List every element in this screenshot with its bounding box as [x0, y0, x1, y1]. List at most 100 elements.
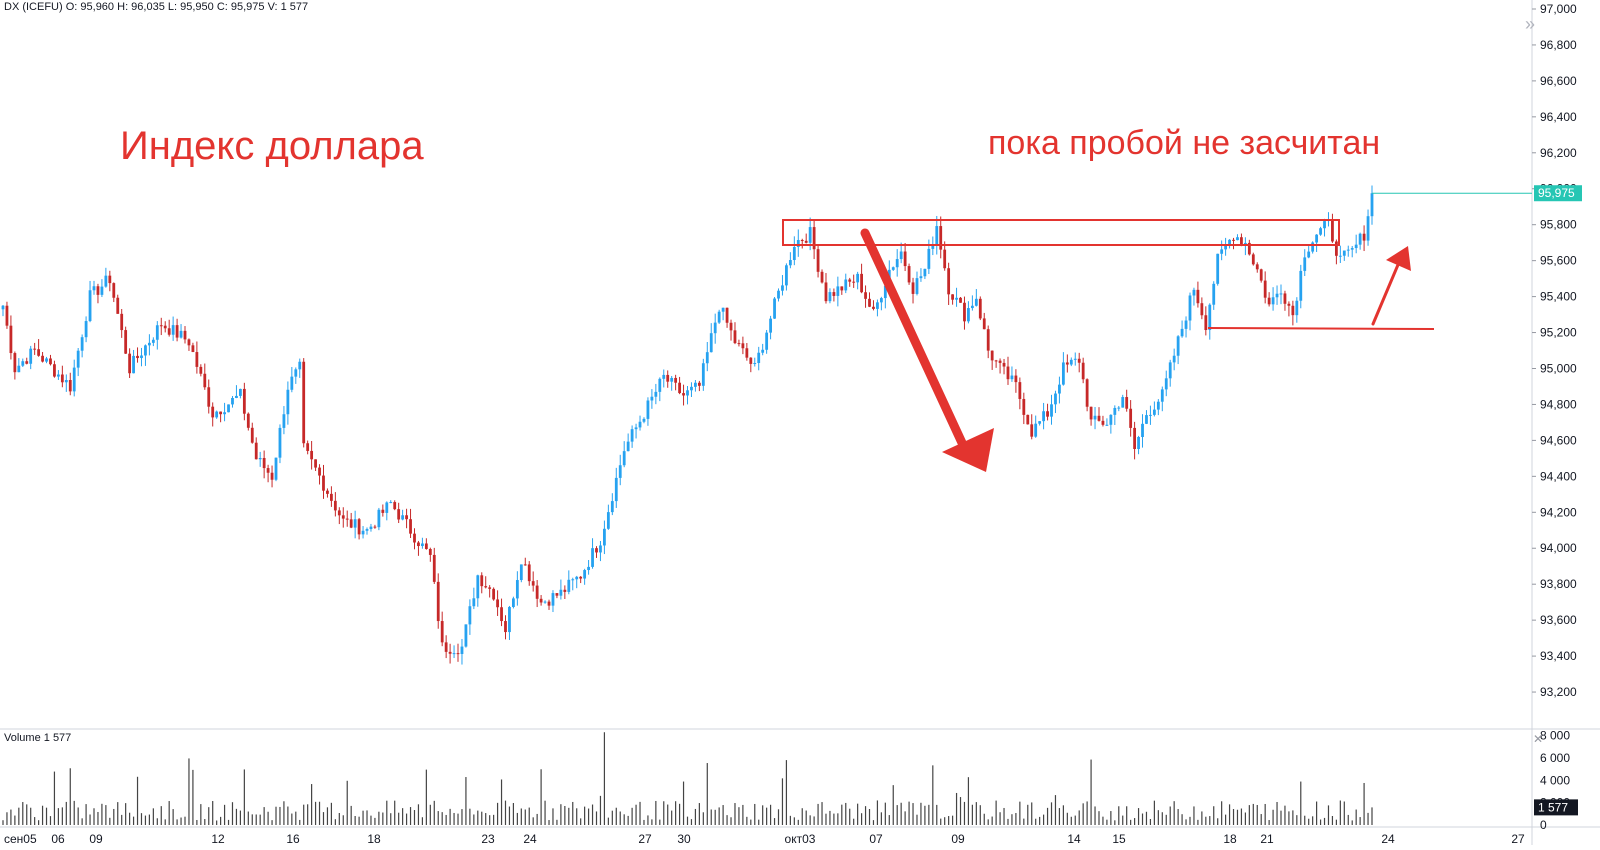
close-icon[interactable]: ✕ [1533, 732, 1544, 746]
candle-body [262, 457, 266, 469]
low-value: L: 95,950 [167, 1, 214, 13]
volume-bar [85, 804, 87, 825]
volume-bar [140, 813, 143, 825]
open-value: O: 95,960 [65, 1, 115, 13]
volume-bar [1185, 819, 1187, 825]
candle-body [927, 248, 931, 269]
volume-bar [1141, 813, 1144, 825]
candle-body [1263, 280, 1267, 298]
volume-bar [1363, 782, 1365, 825]
volume-bar [781, 778, 784, 825]
volume-bar [156, 818, 158, 825]
candle-body [1196, 289, 1200, 304]
candle-body [1346, 249, 1350, 251]
volume-bar [1256, 804, 1258, 825]
volume-bar [255, 814, 257, 825]
x-tick-label: 15 [1112, 832, 1126, 845]
volume-bar [948, 816, 950, 825]
volume-bar [635, 804, 637, 825]
volume-bar [1221, 801, 1223, 825]
candle-body [199, 366, 203, 374]
candle-body [1366, 216, 1370, 241]
volume-bar [326, 807, 329, 825]
volume-bar [314, 801, 317, 825]
candle-body [638, 421, 642, 428]
candle-body [970, 305, 974, 309]
candle-body [606, 512, 610, 529]
candle-body [1105, 424, 1109, 426]
candle-body [337, 510, 341, 516]
volume-bar [413, 810, 416, 825]
candle-body [417, 542, 420, 547]
volume-bar [1272, 809, 1274, 825]
candle-body [749, 357, 753, 364]
volume-bar [920, 802, 922, 825]
x-tick-label: 27 [638, 832, 652, 845]
x-tick-label: 21 [1260, 832, 1274, 845]
volume-bar [1066, 812, 1068, 825]
candle-body [777, 290, 780, 299]
volume-bar [793, 817, 795, 825]
candle-body [1291, 305, 1295, 316]
candle-body [207, 387, 211, 407]
volume-bar [6, 812, 8, 825]
candle-body [891, 267, 895, 270]
volume-bar [876, 800, 879, 825]
down-arrow-head [942, 428, 994, 472]
volume-bar [730, 817, 732, 825]
volume-bar [706, 763, 708, 825]
candle-body [551, 593, 555, 606]
candle-body [53, 364, 56, 377]
volume-bar [1058, 808, 1061, 825]
volume-bar [299, 819, 301, 825]
candle-body [361, 530, 365, 535]
candle-body [512, 598, 515, 607]
volume-bar [180, 817, 182, 825]
candle-body [868, 298, 871, 307]
candle-body [1299, 270, 1303, 301]
volume-bar [944, 817, 946, 825]
candle-body [812, 227, 816, 250]
candle-body [911, 282, 915, 294]
volume-bar [837, 813, 839, 825]
candle-body [1200, 303, 1204, 316]
candle-body [1275, 293, 1279, 298]
volume-bar [496, 802, 499, 825]
candle-body [9, 325, 13, 354]
candle-body [832, 292, 836, 296]
close-value: C: 95,975 [216, 1, 265, 13]
volume-bar [1169, 806, 1171, 825]
volume-bar [975, 802, 977, 825]
candle-body [729, 322, 733, 331]
volume-bar [38, 820, 40, 825]
volume-bar [386, 800, 388, 825]
candle-body [349, 519, 353, 528]
candle-body [298, 361, 302, 370]
volume-bar [603, 732, 606, 825]
x-tick-label: 24 [1381, 832, 1395, 845]
volume-bar [718, 807, 720, 825]
y-tick-label: 94,400 [1540, 469, 1577, 483]
volume-bar [1284, 805, 1286, 825]
candle-body [717, 311, 721, 323]
volume-bar [900, 802, 902, 825]
candle-body [559, 589, 563, 596]
candle-body [816, 249, 820, 272]
volume-bar [449, 808, 451, 825]
volume-bar [702, 812, 704, 825]
volume-bar [690, 819, 693, 825]
up-arrow-shaft [1371, 258, 1402, 326]
volume-bar [908, 801, 910, 825]
volume-bar [1236, 809, 1239, 825]
candle-body [326, 490, 329, 494]
volume-bar [73, 800, 75, 825]
candle-body [527, 564, 531, 582]
volume-bar [93, 808, 95, 825]
volume-bar [671, 810, 673, 825]
double-chevron-right-icon[interactable]: » [1525, 14, 1536, 34]
y-tick-label: 93,400 [1540, 649, 1577, 663]
candle-body [555, 593, 559, 596]
volume-bar [1082, 803, 1084, 825]
